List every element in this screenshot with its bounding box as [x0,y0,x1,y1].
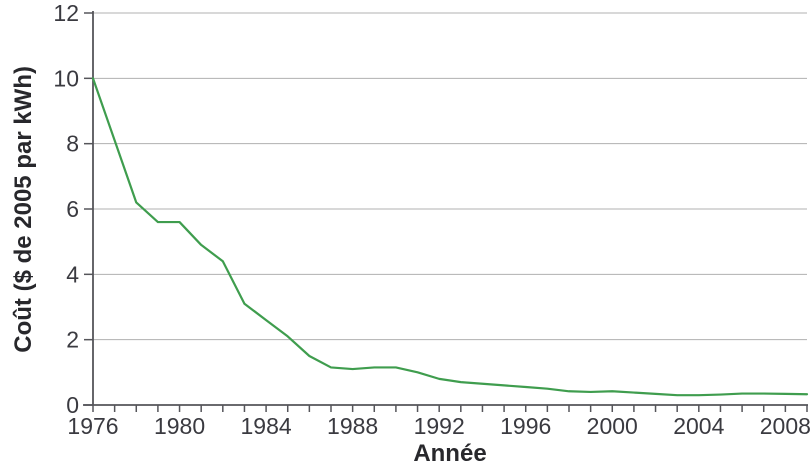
y-tick-label: 8 [66,131,79,157]
x-tick-label: 1992 [414,413,465,439]
y-tick-label: 10 [53,65,79,91]
x-tick-label: 2008 [760,413,810,439]
x-tick-label: 1988 [327,413,378,439]
y-axis-title: Coût ($ de 2005 par kWh) [10,65,37,353]
y-tick-label: 0 [66,392,79,418]
x-tick-label: 1976 [67,413,118,439]
cost-line [91,77,809,397]
x-tick-label: 2004 [673,413,724,439]
x-tick-label: 1984 [241,413,292,439]
y-axis-title-wrap: Coût ($ de 2005 par kWh) [6,13,42,405]
x-axis-title: Année [413,440,487,467]
y-tick-label: 4 [66,261,79,287]
x-tick-label: 1980 [154,413,205,439]
y-tick-label: 2 [66,327,79,353]
y-tick-label: 6 [66,196,79,222]
x-tick-label: 1996 [500,413,551,439]
y-tick-label: 12 [53,0,79,26]
x-tick-label: 2000 [587,413,638,439]
